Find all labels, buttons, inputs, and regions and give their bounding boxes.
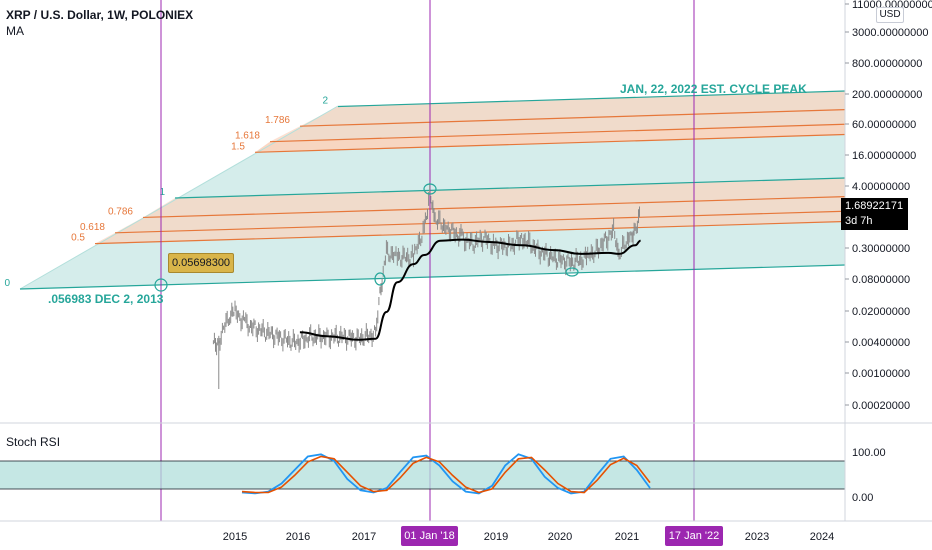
fib-level-label: 1.618 (235, 131, 260, 142)
price-tick-label: 3000.00000000 (852, 27, 928, 39)
price-tick-label: 0.00100000 (852, 368, 910, 380)
peak-label: JAN, 22, 2022 EST. CYCLE PEAK (620, 82, 807, 96)
price-tick-label: 800.00000000 (852, 58, 922, 70)
fib-level-line (337, 90, 846, 108)
price-tick-label: 0.00020000 (852, 400, 910, 412)
fib-level-label: 0 (4, 278, 10, 289)
price-tick-label: 0.30000000 (852, 243, 910, 255)
time-axis[interactable]: 2015 2016 2017 2019 2020 2021 2023 2024 (223, 531, 834, 543)
fib-level-label: 1 (159, 187, 165, 198)
price-tick-label: 0.08000000 (852, 274, 910, 286)
stoch-title[interactable]: Stoch RSI (6, 435, 61, 449)
fib-level-label: 2 (322, 96, 328, 107)
last-price-tag: 1.68922171 3d 7h (841, 198, 908, 230)
fib-level-line (142, 196, 846, 219)
stoch-band (0, 461, 845, 489)
chart-title[interactable]: XRP / U.S. Dollar, 1W, POLONIEX (6, 8, 194, 22)
ma-line (299, 238, 641, 341)
circle-start (154, 278, 168, 292)
fib-fill-orange (115, 196, 845, 233)
date-marker-2022[interactable]: 17 Jan '22 (665, 526, 723, 546)
stoch-tick-label: 100.00 (852, 447, 886, 459)
price-axis[interactable]: 11000.00000000 3000.00000000 800.00000000 2… (845, 0, 932, 412)
circle-annotations (154, 183, 579, 292)
circle-2020-low (565, 267, 579, 277)
fib-level-label: 1.786 (265, 115, 290, 126)
bar-countdown: 3d 7h (845, 215, 873, 227)
date-marker-2018[interactable]: 01 Jan '18 (401, 526, 458, 546)
time-tick-label: 2015 (223, 531, 247, 543)
fib-level-label: 0.786 (108, 206, 133, 217)
price-tick-label: 60.00000000 (852, 119, 916, 131)
fib-fill-orange (95, 211, 845, 244)
fib-fill-orange (270, 109, 845, 142)
stoch-axis[interactable]: 100.00 0.00 (852, 447, 886, 504)
date-marker-lines (160, 0, 695, 521)
time-tick-label: 2016 (286, 531, 310, 543)
time-tick-label: 2019 (484, 531, 508, 543)
fib-level-line (94, 220, 846, 245)
time-tick-label: 2024 (810, 531, 834, 543)
time-tick-label: 2023 (745, 531, 769, 543)
circle-2018-peak (423, 183, 437, 195)
price-tick-label: 16.00000000 (852, 150, 916, 162)
fib-level-line (174, 177, 846, 199)
fib-level-label: 0.618 (80, 222, 105, 233)
fib-level-line (254, 133, 846, 153)
fib-fill-orange (300, 91, 845, 127)
currency-button[interactable]: USD (876, 7, 904, 23)
fib-level-line (19, 264, 846, 290)
price-tick-label: 0.00400000 (852, 337, 910, 349)
fib-level-label: 1.5 (231, 141, 245, 152)
time-tick-label: 2021 (615, 531, 639, 543)
start-label: .056983 DEC 2, 2013 (48, 292, 164, 306)
last-price-value: 1.68922171 (845, 200, 904, 212)
stoch-tick-label: 0.00 (852, 492, 873, 504)
price-tick-label: 4.00000000 (852, 181, 910, 193)
stoch-d-line (241, 455, 651, 494)
time-tick-label: 2020 (548, 531, 572, 543)
fib-lines (19, 90, 846, 290)
fib-fill-orange (255, 124, 845, 153)
fib-level-line (114, 210, 846, 234)
indicator-ma-label[interactable]: MA (6, 24, 24, 38)
price-tick-label: 0.02000000 (852, 306, 910, 318)
fib-level-line (299, 109, 846, 127)
fib-level-line (269, 123, 846, 143)
fib-fill-orange (143, 178, 845, 218)
price-tick-label: 200.00000000 (852, 89, 922, 101)
start-value-label: 0.05698300 (168, 253, 234, 273)
fib-level-label: 0.5 (71, 233, 85, 244)
circle-2017 (374, 272, 386, 286)
time-tick-label: 2017 (352, 531, 376, 543)
price-tick-label: 11000.00000000 (852, 0, 932, 11)
